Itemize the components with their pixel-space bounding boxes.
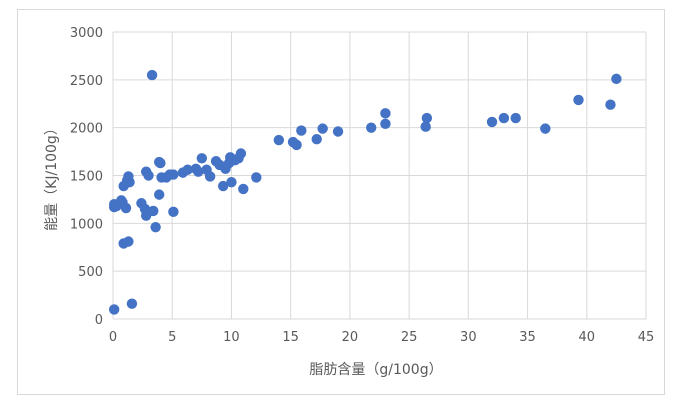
tick-labels: 0 5 10 15 20 25 30 35 40 45 0 500 1000 1500 2000 2500 30…: [70, 26, 654, 345]
data-point: [311, 133, 322, 145]
data-point: [168, 169, 179, 180]
data-point: [148, 205, 159, 217]
data-point: [510, 112, 521, 124]
data-point: [182, 164, 193, 175]
data-point: [498, 112, 510, 124]
data-point: [123, 236, 134, 247]
data-point: [143, 170, 154, 181]
data-point: [332, 126, 344, 137]
x-tick-label: 20: [342, 330, 359, 345]
x-axis-title: 脂肪含量（g/100g）: [309, 362, 442, 378]
x-tick-label: 25: [401, 330, 418, 345]
data-point: [193, 166, 204, 177]
x-tick-label: 45: [638, 330, 655, 345]
data-point: [540, 123, 551, 134]
data-point: [273, 134, 285, 146]
data-points: [108, 69, 622, 315]
y-tick-label: 2000: [70, 122, 103, 137]
data-point: [108, 304, 120, 315]
data-point: [238, 183, 249, 195]
x-tick-label: 0: [109, 330, 117, 345]
y-tick-label: 1500: [70, 170, 103, 185]
data-point: [153, 189, 165, 200]
data-point: [155, 157, 166, 169]
data-point: [120, 202, 132, 214]
data-point: [605, 99, 616, 110]
data-point: [235, 148, 247, 159]
y-tick-label: 3000: [70, 26, 103, 41]
y-tick-label: 1000: [70, 217, 103, 232]
data-point: [380, 108, 391, 119]
data-point: [573, 94, 584, 106]
x-tick-label: 30: [460, 330, 477, 345]
x-tick-label: 5: [168, 330, 176, 345]
data-point: [296, 125, 307, 136]
data-point: [146, 69, 158, 81]
data-point: [126, 298, 138, 309]
x-tick-label: 40: [579, 330, 596, 345]
y-axis-title: 能量（KJ/100g）: [44, 121, 60, 231]
data-point: [196, 153, 208, 164]
data-point: [421, 112, 433, 124]
gridlines: [112, 31, 647, 320]
data-point: [217, 180, 229, 192]
data-point: [150, 221, 161, 233]
data-point: [486, 116, 498, 128]
y-tick-label: 0: [95, 313, 103, 328]
data-point: [380, 118, 391, 130]
data-point: [124, 176, 135, 188]
x-tick-label: 35: [519, 330, 536, 345]
data-point: [366, 122, 377, 133]
data-point: [317, 123, 328, 134]
data-point: [611, 73, 622, 85]
data-point: [291, 139, 302, 151]
x-tick-label: 10: [223, 330, 240, 345]
data-point: [420, 121, 431, 132]
data-point: [226, 176, 237, 188]
data-point: [168, 206, 179, 218]
data-point: [251, 172, 262, 183]
data-point: [204, 171, 216, 182]
y-tick-label: 2500: [70, 74, 103, 89]
x-tick-label: 15: [282, 330, 299, 345]
y-tick-label: 500: [78, 265, 103, 280]
